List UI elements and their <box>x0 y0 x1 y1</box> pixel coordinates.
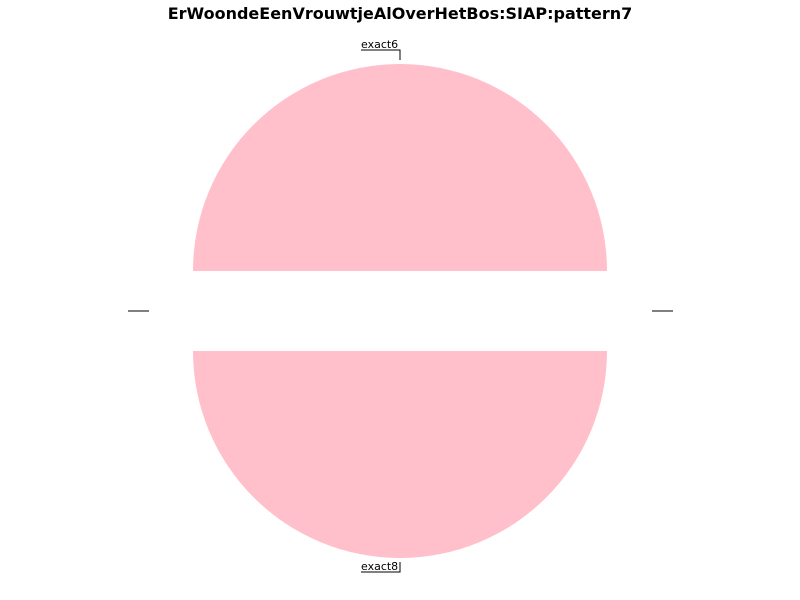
leader-line-exact8 <box>361 562 401 573</box>
pie-slice-exact6 <box>193 64 607 271</box>
leader-line-exact6 <box>361 49 401 60</box>
pie-labels: exact6 exact8 <box>128 38 673 573</box>
slice-label-exact8: exact8 <box>361 560 398 573</box>
chart-title: ErWoondeEenVrouwtjeAlOverHetBos:SIAP:pat… <box>168 4 633 23</box>
pie-slice-exact8 <box>193 351 607 558</box>
pie-slices <box>193 64 607 558</box>
slice-label-exact6: exact6 <box>361 38 398 51</box>
